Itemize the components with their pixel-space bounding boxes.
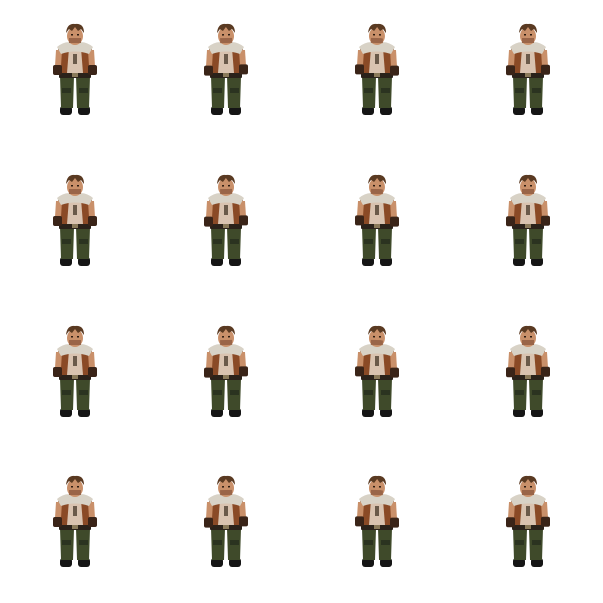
dwarf-character-sprite	[505, 174, 550, 266]
sprite-frame	[452, 151, 603, 302]
sprite-frame	[0, 0, 151, 151]
dwarf-character-sprite	[354, 476, 399, 568]
sprite-frame	[302, 0, 453, 151]
sprite-frame	[151, 302, 302, 453]
dwarf-character-sprite	[354, 174, 399, 266]
dwarf-character-sprite	[505, 325, 550, 417]
sprite-frame	[302, 452, 453, 603]
dwarf-character-sprite	[354, 325, 399, 417]
dwarf-character-sprite	[505, 23, 550, 115]
sprite-frame	[302, 151, 453, 302]
dwarf-character-sprite	[53, 174, 98, 266]
dwarf-character-sprite	[53, 23, 98, 115]
dwarf-character-sprite	[53, 325, 98, 417]
sprite-frame	[0, 302, 151, 453]
sprite-frame	[452, 302, 603, 453]
dwarf-character-sprite	[204, 476, 249, 568]
dwarf-character-sprite	[53, 476, 98, 568]
dwarf-character-sprite	[505, 476, 550, 568]
dwarf-character-sprite	[204, 174, 249, 266]
sprite-frame	[0, 151, 151, 302]
sprite-frame	[151, 452, 302, 603]
dwarf-character-sprite	[354, 23, 399, 115]
sprite-frame	[452, 0, 603, 151]
sprite-frame	[0, 452, 151, 603]
sprite-frame	[151, 0, 302, 151]
dwarf-character-sprite	[204, 23, 249, 115]
dwarf-character-sprite	[204, 325, 249, 417]
sprite-frame	[452, 452, 603, 603]
sprite-frame	[302, 302, 453, 453]
sprite-frame	[151, 151, 302, 302]
